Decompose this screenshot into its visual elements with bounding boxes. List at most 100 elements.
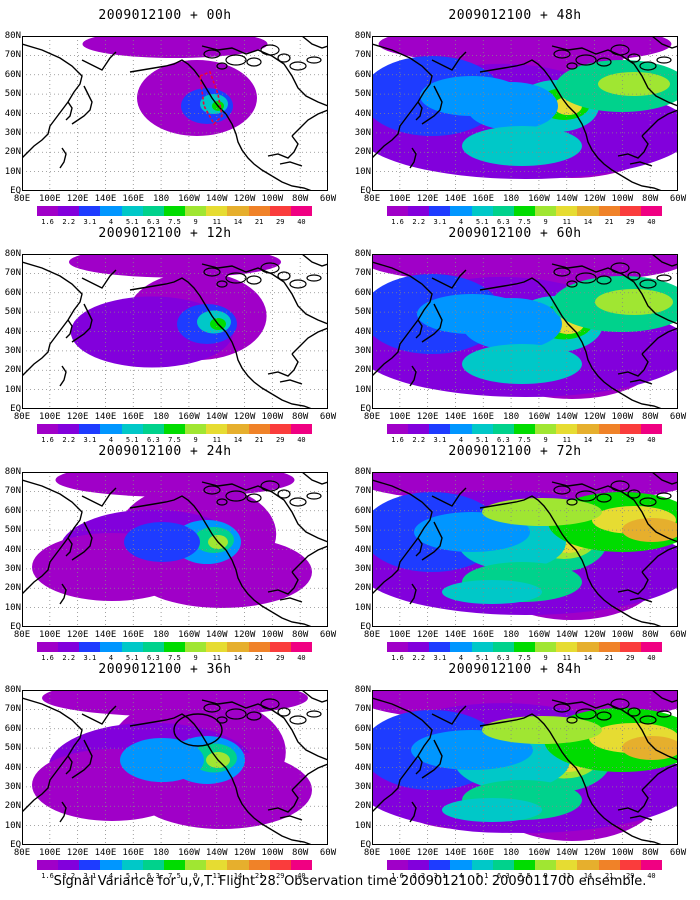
colorbar [37,424,313,434]
latitude-label: EQ [360,622,371,632]
colorbar-label: 4 [108,872,114,880]
longitude-label: 140E [444,848,467,858]
coastlines [22,254,328,409]
colorbar-swatch [619,642,641,652]
colorbar-swatch [450,860,472,870]
colorbar-label: 3.1 [83,436,97,444]
longitude-label: 60W [669,630,687,640]
colorbar-label: 40 [647,872,656,880]
colorbar-swatch [492,642,514,652]
colorbar-label: 7.5 [168,654,181,662]
colorbar-label: 5.1 [475,436,489,444]
colorbar-label: 21 [254,218,264,226]
colorbar-label: 7.5 [168,436,181,444]
colorbar-label: 29 [276,872,285,880]
colorbar-swatch [185,206,207,216]
latitude-label: 40N [4,544,21,555]
longitude-label: 140W [205,194,228,204]
longitude-label: 100E [38,194,61,204]
longitude-label: 100W [261,194,284,204]
colorbar-swatch [387,206,409,216]
colorbar-swatch [598,424,620,434]
colorbar-swatch [556,424,578,434]
map-svg [372,690,678,845]
latitude-label: 10N [4,602,21,613]
panel-title: 2009012100 + 60h [448,226,582,241]
colorbar-label: 6.3 [497,436,510,444]
longitude-label: 120W [233,630,256,640]
panel-title: 2009012100 + 12h [98,226,232,241]
colorbar-label: 5.1 [125,218,139,226]
colorbar-swatch [163,642,186,652]
latitude-label: EQ [10,622,21,632]
colorbar-swatch [37,424,59,434]
colorbar-label: 5.1 [475,872,489,880]
colorbar-swatch [290,642,313,652]
colorbar-label: 14 [233,436,243,444]
colorbar-label: 2.2 [62,218,76,226]
latitude-label: 40N [354,326,371,337]
colorbar-label: 9 [543,218,548,226]
coastlines [22,472,328,627]
colorbar-label: 40 [297,654,306,662]
longitude-label: 80E [363,630,381,640]
map-svg [22,36,328,191]
colorbar-label: 1.6 [391,654,404,662]
colorbar-label: 7.5 [168,218,181,226]
latitude-label: 50N [4,307,21,318]
colorbar-label: 9 [543,654,548,662]
colorbar-swatch [79,860,101,870]
colorbar-label: 21 [604,654,614,662]
latitude-label: 50N [4,89,21,100]
colorbar-label: 1.6 [41,218,54,226]
colorbar-swatch [142,206,164,216]
latitude-label: EQ [360,840,371,850]
longitude-label: 80E [13,412,31,422]
colorbar-label: 3.1 [83,218,97,226]
colorbar-label: 5.1 [475,218,489,226]
latitude-label: EQ [360,404,371,414]
colorbar-swatch [556,206,578,216]
longitude-label: 120E [416,412,439,422]
longitude-label: 80W [642,630,659,640]
longitude-label: 160W [528,630,550,640]
longitude-label: 140W [555,630,578,640]
latitude-label: 50N [354,89,371,100]
grid-lines [372,36,678,191]
panel-title: 2009012100 + 48h [448,8,582,23]
colorbar-swatch [248,642,270,652]
figure-caption: Signal Variance for u,v,T. Flight 28. Ob… [53,874,647,889]
colorbar-swatch [598,860,620,870]
variance-shading [372,254,678,399]
latitude-label: EQ [10,840,21,850]
colorbar-swatch [387,860,409,870]
longitude-label: 80W [292,194,309,204]
colorbar-swatch [429,206,451,216]
colorbar-swatch [450,642,472,652]
colorbar-swatch [227,642,249,652]
latitude-label: 30N [4,781,21,792]
colorbar-swatch [492,424,514,434]
longitude-label: 80W [292,412,309,422]
variance-map [22,254,328,409]
variance-map [372,36,678,191]
colorbar-swatch [450,424,472,434]
longitude-label: 160W [528,194,550,204]
longitude-label: 120E [66,848,89,858]
longitude-label: 160E [472,194,495,204]
latitude-label: 20N [4,147,21,158]
map-panel: 2009012100 + 60h 80N 70N 60N 50N 40N 30N 20N 10N… [350,226,686,444]
longitude-label: 100E [388,412,411,422]
latitude-label: 80N [4,685,21,695]
latitude-label: 30N [4,563,21,574]
longitude-label: 160W [528,848,550,858]
longitude-label: 140E [94,848,117,858]
colorbar-label: 14 [583,872,593,880]
longitude-label: 100W [611,194,634,204]
colorbar-swatch [185,424,207,434]
latitude-label: 30N [354,127,371,138]
colorbar-swatch [513,642,536,652]
colorbar-swatch [429,642,451,652]
colorbar-label: 11 [212,872,222,880]
colorbar-label: 11 [212,654,222,662]
